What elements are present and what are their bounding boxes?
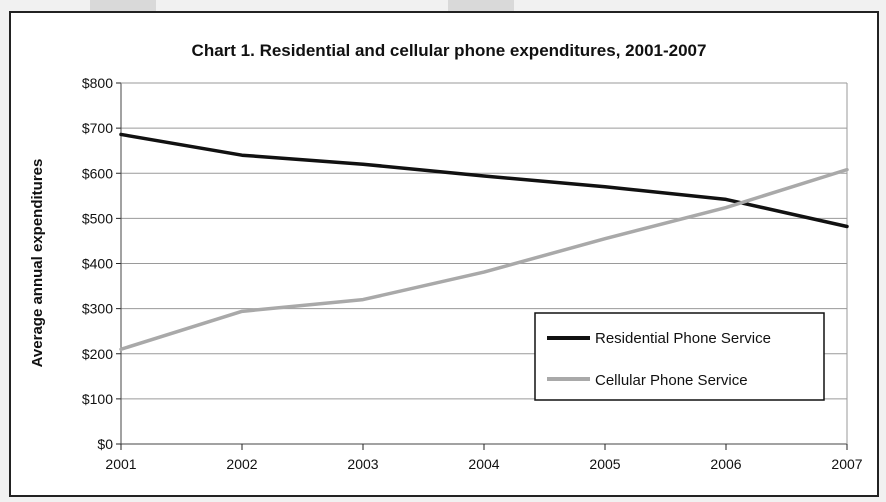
chart-frame: $0 $100 $200 $300 $400 $500 $600 $700 $800 2001 2… (9, 11, 879, 497)
plot-area-border (120, 82, 848, 450)
y-tick-label: $300 (82, 301, 113, 317)
data-point (240, 154, 244, 157)
x-tick-label: 2002 (226, 456, 257, 472)
data-point (724, 198, 728, 201)
y-tick-label: $500 (82, 210, 113, 226)
data-point (361, 298, 365, 301)
legend-label-cellular: Cellular Phone Service (595, 372, 748, 389)
y-tick-label: $200 (82, 346, 113, 362)
data-point (603, 185, 607, 188)
x-tick-label: 2005 (589, 456, 620, 472)
y-axis-label: Average annual expenditures (29, 159, 46, 368)
data-point (603, 237, 607, 240)
data-point (361, 163, 365, 166)
x-tick-label: 2004 (468, 456, 499, 472)
x-tick-label: 2001 (105, 456, 136, 472)
data-point (240, 310, 244, 313)
series-lines (119, 132, 849, 351)
y-tick-labels: $0 $100 $200 $300 $400 $500 $600 $700 $800 (82, 75, 113, 452)
legend-label-residential: Residential Phone Service (595, 330, 771, 347)
x-tick-label: 2003 (347, 456, 378, 472)
data-point (845, 225, 849, 228)
y-tick-label: $0 (97, 436, 113, 452)
data-point (482, 270, 486, 274)
x-tick-labels: 2001 2002 2003 2004 2005 2006 2007 (105, 456, 862, 472)
data-point (845, 168, 849, 171)
data-point (724, 206, 728, 209)
y-tick-label: $600 (82, 165, 113, 181)
data-point (119, 348, 123, 351)
y-tick-label: $700 (82, 120, 113, 136)
legend-box (534, 312, 825, 401)
y-tick-label: $800 (82, 75, 113, 91)
data-point (482, 174, 486, 178)
y-tick-label: $100 (82, 391, 113, 407)
chart-title: Chart 1. Residential and cellular phone … (192, 41, 707, 60)
legend: Residential Phone Service Cellular Phone… (534, 312, 825, 401)
x-tick-label: 2006 (710, 456, 741, 472)
x-tick-label: 2007 (831, 456, 862, 472)
data-point (119, 133, 123, 136)
line-chart: $0$100$200$300$400$500$600$700$800 2001 2… (29, 41, 863, 472)
series-line-residential (119, 132, 849, 229)
y-tick-label: $400 (82, 256, 113, 272)
